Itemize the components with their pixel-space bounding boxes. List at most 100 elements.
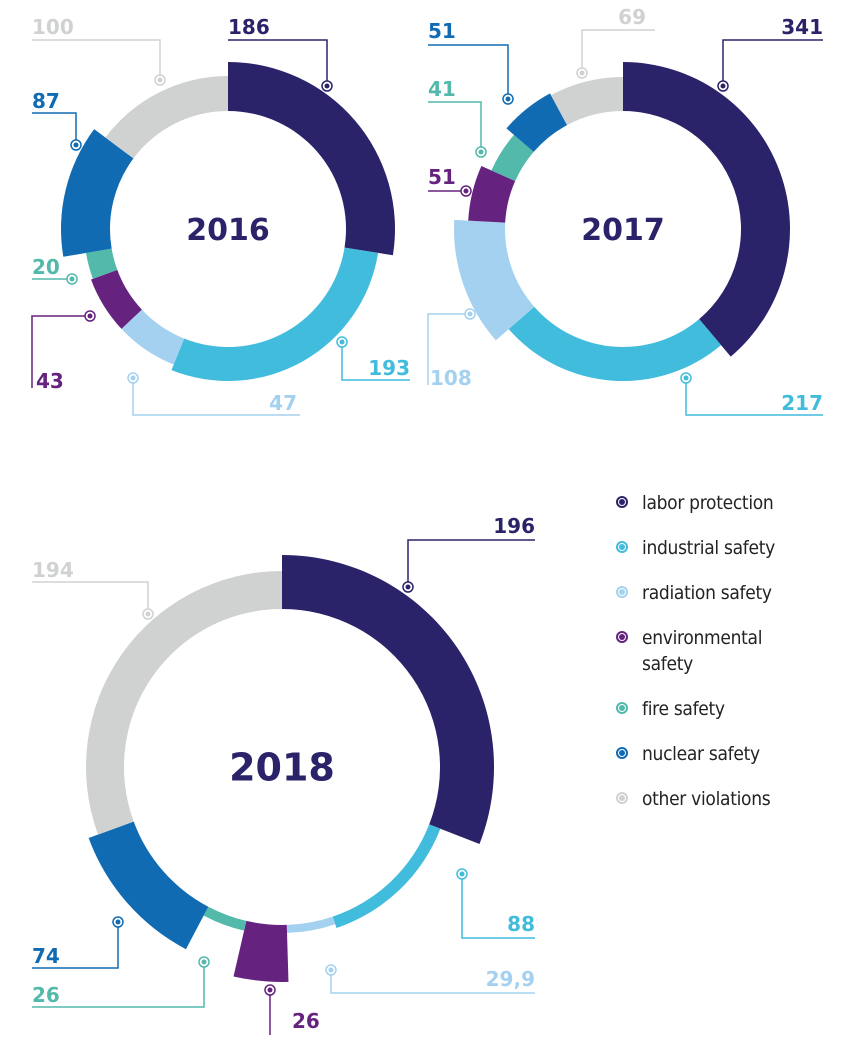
callout-marker-dot xyxy=(328,967,334,973)
slice-radiation-safety xyxy=(454,219,535,341)
donut-chart-2017: 2017 341 217 108 51 41 51 69 xyxy=(427,5,823,416)
data-label-fire-safety: 26 xyxy=(32,983,60,1007)
data-label-labor-protection: 186 xyxy=(228,15,270,39)
legend-label: nuclear safety xyxy=(642,743,760,765)
legend-label: fire safety xyxy=(642,698,725,720)
legend-marker-icon xyxy=(616,496,628,508)
legend-label: radiation safety xyxy=(642,582,772,604)
data-label-environmental-safety: 26 xyxy=(292,1009,320,1033)
legend-item-fire-safety: fire safety xyxy=(616,696,846,722)
callout-marker-dot xyxy=(683,375,689,381)
data-label-nuclear-safety: 51 xyxy=(428,19,456,43)
callout-marker-dot xyxy=(467,311,473,317)
callout-line xyxy=(330,970,535,994)
legend-item-labor-protection: labor protection xyxy=(616,490,846,516)
callout-marker-dot xyxy=(324,83,330,89)
callout-line xyxy=(31,315,90,388)
chart-year-label: 2018 xyxy=(229,746,335,790)
callout-marker-dot xyxy=(145,611,151,617)
donut-chart-2018: 2018 196 88 29,9 26 26 74 194 xyxy=(32,514,535,1035)
legend-marker-icon xyxy=(616,631,628,643)
data-label-industrial-safety: 193 xyxy=(368,356,410,380)
chart-year-label: 2016 xyxy=(186,213,270,248)
callout-line xyxy=(581,29,655,73)
callout-marker-dot xyxy=(463,188,469,194)
data-label-radiation-safety: 29,9 xyxy=(486,967,535,991)
callout-marker-dot xyxy=(73,142,79,148)
callout-marker-dot xyxy=(201,959,207,965)
callout-line xyxy=(428,44,509,99)
legend-label: labor protection xyxy=(642,492,774,514)
slice-industrial-safety xyxy=(171,247,379,382)
data-label-labor-protection: 341 xyxy=(781,15,823,39)
legend-item-environmental-safety: environmental safety xyxy=(616,625,846,677)
callout-line xyxy=(722,39,823,86)
callout-marker-dot xyxy=(459,871,465,877)
slice-labor-protection xyxy=(282,555,495,845)
slice-environmental-safety xyxy=(468,165,516,223)
slice-industrial-safety xyxy=(508,306,722,381)
legend-item-industrial-safety: industrial safety xyxy=(616,535,846,561)
callout-line xyxy=(32,39,161,80)
callout-line xyxy=(132,378,300,416)
legend-label: environmental safety xyxy=(642,627,763,675)
callout-line xyxy=(32,112,77,145)
legend-marker-icon xyxy=(616,702,628,714)
callout-line xyxy=(461,874,535,939)
legend-label: other violations xyxy=(642,788,771,810)
donut-chart-2016: 2016 186 193 47 43 20 87 100 xyxy=(31,15,410,416)
callout-line xyxy=(32,922,119,969)
data-label-environmental-safety: 51 xyxy=(428,165,456,189)
slice-industrial-safety xyxy=(332,824,441,929)
data-label-labor-protection: 196 xyxy=(493,514,535,538)
callout-marker-dot xyxy=(478,149,484,155)
legend-item-radiation-safety: radiation safety xyxy=(616,580,846,606)
data-label-other-violations: 194 xyxy=(32,558,74,582)
data-label-industrial-safety: 88 xyxy=(507,912,535,936)
slice-other-violations xyxy=(86,571,283,835)
data-label-other-violations: 100 xyxy=(32,15,74,39)
callout-line xyxy=(428,101,482,152)
legend-marker-icon xyxy=(616,541,628,553)
slice-fire-safety xyxy=(203,906,247,931)
callout-marker-dot xyxy=(267,987,273,993)
data-label-nuclear-safety: 87 xyxy=(32,89,60,113)
callout-line xyxy=(32,962,205,1008)
callout-line xyxy=(32,581,149,614)
callout-marker-dot xyxy=(720,83,726,89)
callout-marker-dot xyxy=(130,375,136,381)
data-label-other-violations: 69 xyxy=(618,5,646,29)
callout-line xyxy=(685,378,823,416)
data-label-radiation-safety: 108 xyxy=(430,366,472,390)
slice-labor-protection xyxy=(623,62,791,357)
slice-environmental-safety xyxy=(91,269,142,329)
callout-marker-dot xyxy=(87,313,93,319)
data-label-radiation-safety: 47 xyxy=(269,391,297,415)
callout-line xyxy=(407,539,535,587)
callout-marker-dot xyxy=(505,96,511,102)
slice-fire-safety xyxy=(86,248,118,279)
chart-year-label: 2017 xyxy=(581,213,665,248)
legend-label: industrial safety xyxy=(642,537,775,559)
data-label-fire-safety: 41 xyxy=(428,77,456,101)
callout-line xyxy=(228,39,328,86)
callout-marker-dot xyxy=(579,70,585,76)
slice-environmental-safety xyxy=(233,920,289,982)
slice-labor-protection xyxy=(228,62,395,256)
legend: labor protection industrial safety radiati… xyxy=(616,490,846,831)
callout-line xyxy=(427,313,470,385)
callout-marker-dot xyxy=(115,919,121,925)
data-label-nuclear-safety: 74 xyxy=(32,944,60,968)
slice-nuclear-safety xyxy=(88,821,209,950)
data-label-industrial-safety: 217 xyxy=(781,391,823,415)
slice-other-violations xyxy=(550,77,623,126)
slice-radiation-safety xyxy=(121,309,185,365)
callout-marker-dot xyxy=(157,77,163,83)
legend-item-nuclear-safety: nuclear safety xyxy=(616,741,846,767)
slice-nuclear-safety xyxy=(61,129,134,257)
legend-item-other-violations: other violations xyxy=(616,786,846,812)
data-label-environmental-safety: 43 xyxy=(36,369,64,393)
callout-marker-dot xyxy=(339,339,345,345)
slice-fire-safety xyxy=(491,134,534,182)
